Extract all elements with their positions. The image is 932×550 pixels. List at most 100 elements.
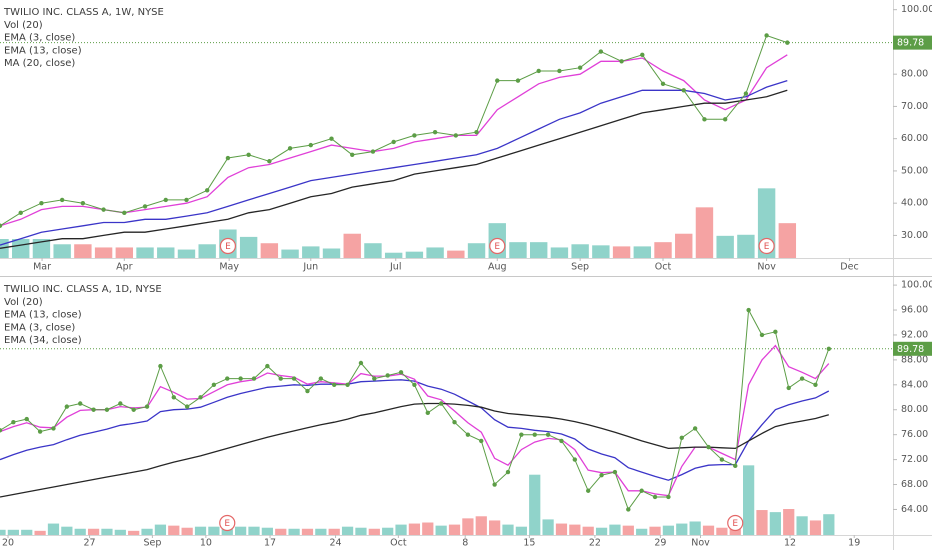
- plot-area: [0, 33, 893, 258]
- y-tick-label: 64.00: [901, 504, 928, 515]
- volume-bar: [716, 235, 734, 258]
- volume-bar: [529, 474, 541, 535]
- close-point: [171, 395, 176, 400]
- y-tick-label: 40.00: [901, 198, 928, 209]
- x-tick-label: 10: [200, 538, 212, 549]
- close-point: [37, 429, 43, 434]
- close-point: [370, 149, 376, 154]
- volume-bar: [302, 246, 320, 258]
- close-point: [332, 382, 337, 388]
- close-point: [51, 426, 56, 431]
- y-tick-label: 96.00: [901, 305, 928, 316]
- close-point: [577, 65, 583, 70]
- x-tick-label: Sep: [143, 538, 161, 549]
- x-tick-label: 27: [84, 538, 96, 549]
- close-point: [495, 78, 500, 83]
- volume-bar: [87, 528, 100, 535]
- volume-bar: [654, 242, 672, 258]
- indicator-line: [0, 379, 830, 481]
- x-tick-label: Sep: [571, 262, 589, 273]
- y-tick-label: 76.00: [901, 429, 928, 440]
- volume-bar: [582, 526, 594, 535]
- close-point: [692, 426, 698, 431]
- close-point: [572, 457, 578, 462]
- y-tick-label: 80.00: [901, 69, 928, 80]
- y-tick-label: 72.00: [901, 454, 928, 465]
- volume-bar: [154, 524, 167, 535]
- close-point: [722, 117, 728, 122]
- volume-bar: [743, 465, 755, 535]
- y-tick-label: 50.00: [901, 165, 928, 176]
- volume-bar: [689, 521, 701, 535]
- close-point: [267, 159, 272, 164]
- volume-bar: [462, 518, 474, 535]
- volume-bar: [101, 528, 113, 535]
- close-point: [652, 494, 658, 500]
- earnings-label: E: [224, 519, 230, 529]
- close-point: [251, 376, 257, 381]
- y-tick-label: 60.00: [901, 133, 928, 144]
- close-point: [598, 49, 604, 54]
- last-price-box: [893, 341, 932, 356]
- volume-bar: [422, 522, 434, 535]
- close-point: [586, 488, 591, 493]
- y-tick-label: 70.00: [901, 101, 928, 112]
- close-point: [18, 210, 23, 216]
- x-tick-label: 22: [589, 538, 601, 549]
- x-tick-label: Apr: [116, 262, 133, 273]
- close-point: [142, 204, 148, 209]
- earnings-label: E: [225, 242, 231, 252]
- close-point: [626, 507, 631, 512]
- volume-bar: [595, 527, 608, 535]
- close-point: [479, 438, 484, 444]
- close-point: [660, 81, 666, 87]
- volume-bar: [261, 527, 273, 535]
- volume-bar: [12, 239, 30, 258]
- close-point: [425, 410, 430, 416]
- close-point: [412, 133, 417, 138]
- volume-bar: [114, 529, 126, 535]
- x-tick-label: 12: [784, 538, 796, 549]
- volume-bar: [636, 528, 648, 535]
- close-point: [438, 401, 444, 406]
- volume-bar: [157, 247, 175, 258]
- volume-bar: [32, 239, 51, 258]
- close-point: [204, 188, 210, 193]
- volume-bar: [550, 247, 569, 258]
- volume-bar: [0, 529, 6, 535]
- volume-bar: [529, 242, 548, 258]
- volume-bar: [248, 526, 260, 535]
- volume-bar: [467, 243, 486, 258]
- volume-bar: [823, 514, 835, 535]
- volume-bar: [778, 223, 797, 258]
- close-point: [287, 146, 293, 151]
- volume-bar: [384, 252, 403, 258]
- last-price-label: 89.78: [897, 344, 924, 355]
- close-point: [118, 401, 123, 406]
- volume-bar: [622, 525, 634, 535]
- legend-entry: EMA (3, close): [4, 322, 75, 333]
- volume-bar: [569, 524, 581, 535]
- close-point: [826, 346, 832, 351]
- panel: 100.0090.0080.0070.0060.0050.0040.0030.0…: [0, 4, 932, 273]
- legend-entry: EMA (3, close): [4, 33, 75, 44]
- volume-bar: [341, 526, 354, 535]
- volume-bar: [702, 525, 715, 535]
- earnings-marker: [219, 514, 236, 532]
- close-point: [733, 463, 738, 469]
- close-point: [0, 223, 3, 228]
- volume-bar: [555, 523, 568, 535]
- x-tick-label: 29: [654, 538, 666, 549]
- earnings-label: E: [732, 519, 738, 529]
- volume-bar: [395, 524, 407, 535]
- y-tick-label: 100.00: [901, 4, 932, 15]
- volume-bar: [260, 243, 279, 258]
- close-point: [265, 363, 270, 369]
- close-point: [453, 133, 459, 138]
- close-point: [59, 197, 65, 203]
- volume-bar: [301, 528, 314, 535]
- close-point: [225, 376, 230, 381]
- volume-bar: [0, 239, 9, 258]
- volume-bar: [609, 524, 621, 535]
- earnings-marker: [758, 237, 775, 255]
